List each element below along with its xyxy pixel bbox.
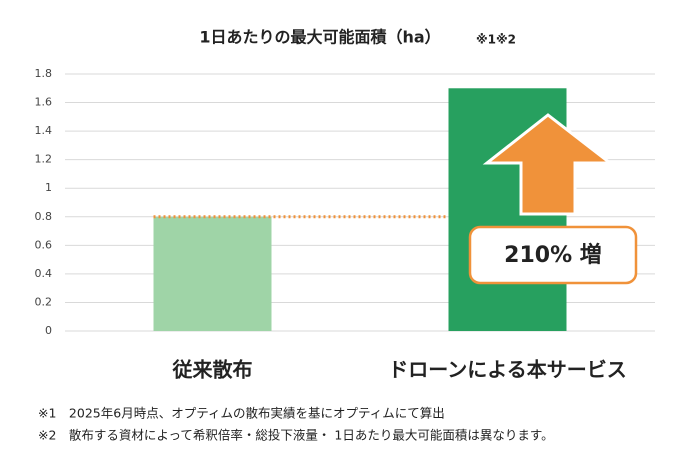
y-tick-label: 1.2 <box>35 153 53 166</box>
y-tick-label: 0.2 <box>35 295 53 308</box>
chart-title: 1日あたりの最大可能面積（ha） <box>199 28 440 47</box>
y-tick-label: 0.8 <box>35 210 53 223</box>
x-tick-label: 従来散布 <box>172 358 253 382</box>
title-note: ※1※2 <box>476 33 516 47</box>
annotation: 210% 増 <box>504 242 602 268</box>
y-tick-label: 1.4 <box>35 124 53 137</box>
footnote: ※1 2025年6月時点、オプティムの散布実績を基にオプティムにて算出 <box>38 406 445 421</box>
y-tick-label: 1.8 <box>35 67 53 80</box>
y-tick-label: 0 <box>45 324 52 337</box>
y-tick-label: 1.6 <box>35 96 53 109</box>
callout-box <box>468 225 638 285</box>
x-tick-label: ドローンによる本サービス <box>388 358 626 382</box>
bar <box>153 216 272 331</box>
y-tick-label: 0.6 <box>35 238 53 251</box>
plot-area: 0 0.2 0.4 0.6 0.8 1 1.2 1.4 1.6 1.8 従来散布 ドローンによる本サー… <box>35 67 655 382</box>
y-tick-label: 0.4 <box>35 267 53 280</box>
footnote: ※2 散布する資材によって希釈倍率・総投下液量・ 1日あたり最大可能面積は異なり… <box>38 428 554 443</box>
y-tick-label: 1 <box>45 181 52 194</box>
increase-arrow <box>482 113 615 216</box>
